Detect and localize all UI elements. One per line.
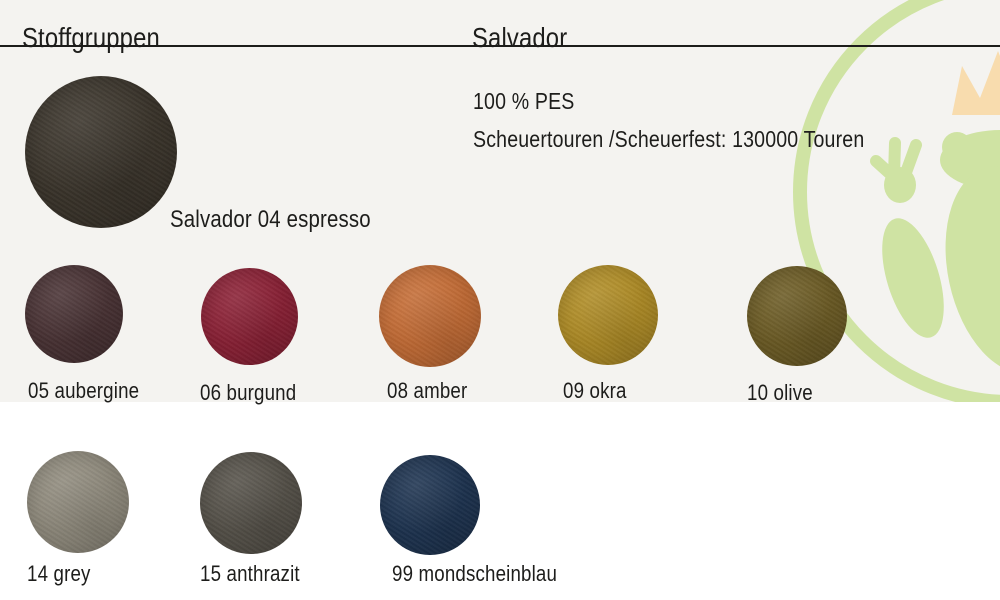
composition-text: 100 % PES <box>473 88 575 114</box>
swatch-olive-circle[interactable] <box>747 266 847 366</box>
swatch-amber-circle[interactable] <box>379 265 481 367</box>
swatch-olive-label: 10 olive <box>747 380 813 405</box>
swatch-mondscheinblau-label: 99 mondscheinblau <box>392 561 558 586</box>
frog-body <box>945 166 1000 374</box>
swatch-amber-label: 08 amber <box>387 378 468 403</box>
swatch-burgund-circle[interactable] <box>201 268 298 365</box>
swatch-anthrazit-circle[interactable] <box>200 452 302 554</box>
abrasion-text: Scheuertouren /Scheuerfest: 130000 Toure… <box>473 126 865 152</box>
swatch-espresso-label: Salvador 04 espresso <box>170 206 371 233</box>
swatch-grey-circle[interactable] <box>27 451 129 553</box>
frog-eye-bump <box>942 132 972 162</box>
swatch-okra-circle[interactable] <box>558 265 658 365</box>
logo-ring <box>793 0 1000 402</box>
fabric-name-heading-text: Salvador <box>472 22 568 53</box>
upper-background-band <box>0 0 1000 402</box>
swatch-espresso-circle[interactable] <box>25 76 177 228</box>
swatch-grey-label: 14 grey <box>27 561 91 586</box>
crown-icon <box>952 51 1000 115</box>
fabric-name-heading: Salvador <box>472 22 584 54</box>
header-divider <box>0 45 1000 47</box>
frog-fingers <box>870 137 922 186</box>
fabric-groups-heading-text: Stoffgruppen <box>22 22 160 53</box>
fabric-groups-heading: Stoffgruppen <box>22 22 184 54</box>
swatch-aubergine-label: 05 aubergine <box>28 378 140 403</box>
swatch-aubergine-circle[interactable] <box>25 265 123 363</box>
frog-leg <box>882 218 944 338</box>
frog-king-logo <box>793 0 1000 402</box>
swatch-burgund-label: 06 burgund <box>200 380 297 405</box>
swatch-mondscheinblau-circle[interactable] <box>380 455 480 555</box>
swatch-okra-label: 09 okra <box>563 378 627 403</box>
swatch-anthrazit-label: 15 anthrazit <box>200 561 300 586</box>
